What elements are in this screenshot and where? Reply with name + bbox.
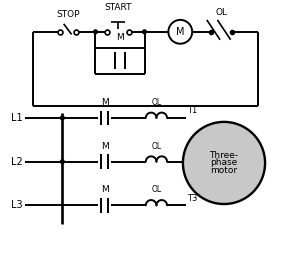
Text: phase: phase <box>210 158 238 167</box>
Text: M: M <box>101 98 109 107</box>
Text: STOP: STOP <box>56 10 79 19</box>
Text: OL: OL <box>151 185 162 194</box>
Text: T2: T2 <box>187 150 197 159</box>
Text: OL: OL <box>151 142 162 151</box>
Circle shape <box>143 30 146 34</box>
Text: L1: L1 <box>11 113 23 123</box>
Text: OL: OL <box>215 8 227 17</box>
Text: T1: T1 <box>187 106 197 115</box>
Circle shape <box>94 30 97 34</box>
Text: M: M <box>101 142 109 151</box>
Text: L3: L3 <box>11 200 23 210</box>
Text: START: START <box>104 3 132 12</box>
Circle shape <box>183 122 265 204</box>
Text: M: M <box>101 185 109 194</box>
Text: M: M <box>116 33 124 42</box>
Text: Three-: Three- <box>210 151 238 160</box>
Circle shape <box>60 116 64 120</box>
Text: M: M <box>176 27 184 37</box>
Text: OL: OL <box>151 98 162 107</box>
Text: motor: motor <box>210 166 238 175</box>
Text: T3: T3 <box>187 194 197 203</box>
Text: L2: L2 <box>11 157 23 167</box>
Circle shape <box>60 160 64 164</box>
